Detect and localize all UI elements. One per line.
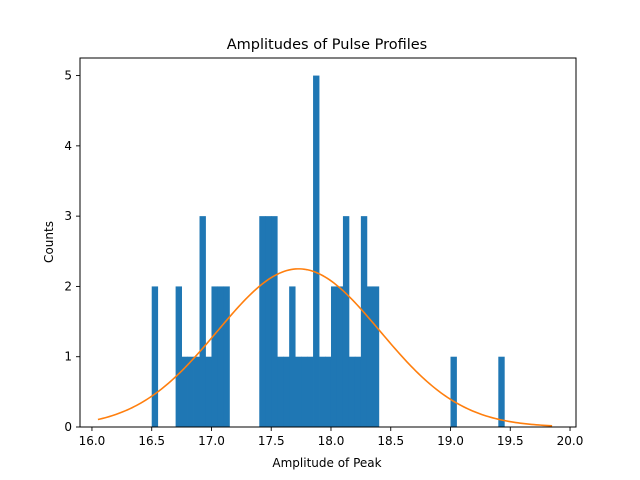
histogram-bar: [313, 75, 320, 427]
x-tick-label: 18.0: [318, 434, 345, 448]
histogram-bar: [181, 356, 188, 427]
x-tick-label: 18.5: [377, 434, 404, 448]
x-tick-label: 20.0: [557, 434, 584, 448]
histogram-bar: [330, 286, 338, 427]
x-tick-label: 19.0: [437, 434, 464, 448]
histogram-bar: [354, 356, 362, 427]
histogram-bar: [372, 286, 380, 427]
x-tick-label: 16.0: [79, 434, 106, 448]
axes-frame: [79, 57, 577, 428]
histogram-bar: [450, 356, 457, 427]
y-tick-label: 2: [64, 279, 72, 293]
histogram-bar: [366, 286, 374, 427]
bars-layer: [151, 75, 505, 427]
histogram-bar: [319, 356, 326, 427]
histogram-bar: [295, 356, 302, 427]
fit-curve-line: [97, 268, 553, 427]
x-tick-label: 17.0: [198, 434, 225, 448]
histogram-bar: [289, 286, 296, 427]
histogram-bar: [336, 286, 344, 427]
y-tick-label: 0: [64, 420, 72, 434]
histogram-bar: [175, 286, 182, 427]
x-axis-ticks: 16.0 16.5 17.0 17.5 18.0 18.5 19.0 19.5 20.0: [79, 427, 584, 448]
histogram-bar: [211, 286, 218, 427]
histogram-bar: [223, 286, 230, 427]
y-tick-label: 4: [64, 139, 72, 153]
y-tick-label: 1: [64, 350, 72, 364]
y-axis-label: Counts: [42, 221, 56, 263]
histogram-bar: [187, 356, 194, 427]
x-tick-label: 16.5: [138, 434, 165, 448]
histogram-bar: [325, 356, 332, 427]
histogram-bar: [348, 356, 356, 427]
histogram-bar: [360, 216, 368, 427]
x-tick-label: 19.5: [497, 434, 524, 448]
chart-title: Amplitudes of Pulse Profiles: [227, 37, 428, 53]
histogram-bar: [199, 216, 206, 427]
histogram-bar: [283, 356, 290, 427]
y-tick-label: 5: [64, 69, 72, 83]
histogram-bar: [498, 356, 505, 427]
histogram-bar: [217, 286, 224, 427]
plot-area: 16.0 16.5 17.0 17.5 18.0 18.5 19.0 19.5 20.0 0 1 2…: [64, 57, 584, 448]
histogram-bar: [259, 216, 266, 427]
x-tick-label: 17.5: [258, 434, 285, 448]
histogram-bar: [342, 216, 350, 427]
curve-layer: [97, 268, 553, 427]
y-axis-ticks: 0 1 2 3 4 5: [64, 69, 80, 434]
histogram-bar: [205, 356, 212, 427]
histogram-bar: [265, 216, 272, 427]
histogram-bar: [277, 356, 284, 427]
y-tick-label: 3: [64, 209, 72, 223]
x-axis-label: Amplitude of Peak: [272, 456, 381, 470]
histogram-bar: [307, 356, 314, 427]
histogram-bar: [271, 216, 278, 427]
histogram-bar: [151, 286, 159, 427]
histogram-bar: [301, 356, 308, 427]
histogram-bar: [193, 356, 200, 427]
